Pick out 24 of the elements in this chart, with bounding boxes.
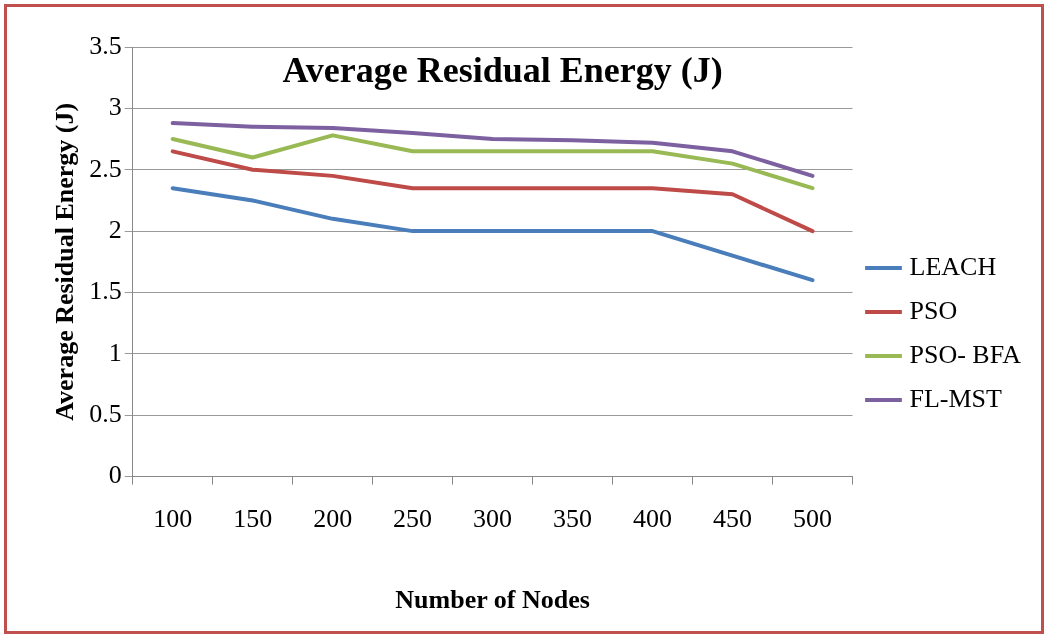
y-tick-label: 1 xyxy=(108,337,122,367)
legend-label: FL-MST xyxy=(909,383,1003,413)
chart-title: Average Residual Energy (J) xyxy=(282,50,723,91)
y-tick-label: 2 xyxy=(108,214,122,244)
x-tick-label: 500 xyxy=(793,504,833,534)
x-tick-label: 300 xyxy=(473,504,513,534)
legend-label: LEACH xyxy=(909,251,997,281)
x-axis-title: Number of Nodes xyxy=(395,585,590,615)
x-tick-label: 400 xyxy=(633,504,673,534)
y-tick-label: 2.5 xyxy=(89,153,122,183)
y-tick-label: 1.5 xyxy=(89,276,122,306)
x-tick-label: 100 xyxy=(153,504,193,534)
y-axis-title: Average Residual Energy (J) xyxy=(50,102,80,421)
x-tick-label: 150 xyxy=(233,504,273,534)
y-tick-label: 0.5 xyxy=(89,399,122,429)
legend-label: PSO- BFA xyxy=(909,339,1022,369)
x-tick-label: 250 xyxy=(393,504,433,534)
x-tick-label: 200 xyxy=(313,504,353,534)
y-tick-label: 3 xyxy=(108,92,122,122)
x-tick-label: 350 xyxy=(553,504,593,534)
y-tick-label: 0 xyxy=(108,460,122,490)
x-tick-label: 450 xyxy=(713,504,753,534)
y-tick-label: 3.5 xyxy=(89,30,122,60)
legend-label: PSO xyxy=(909,295,958,325)
